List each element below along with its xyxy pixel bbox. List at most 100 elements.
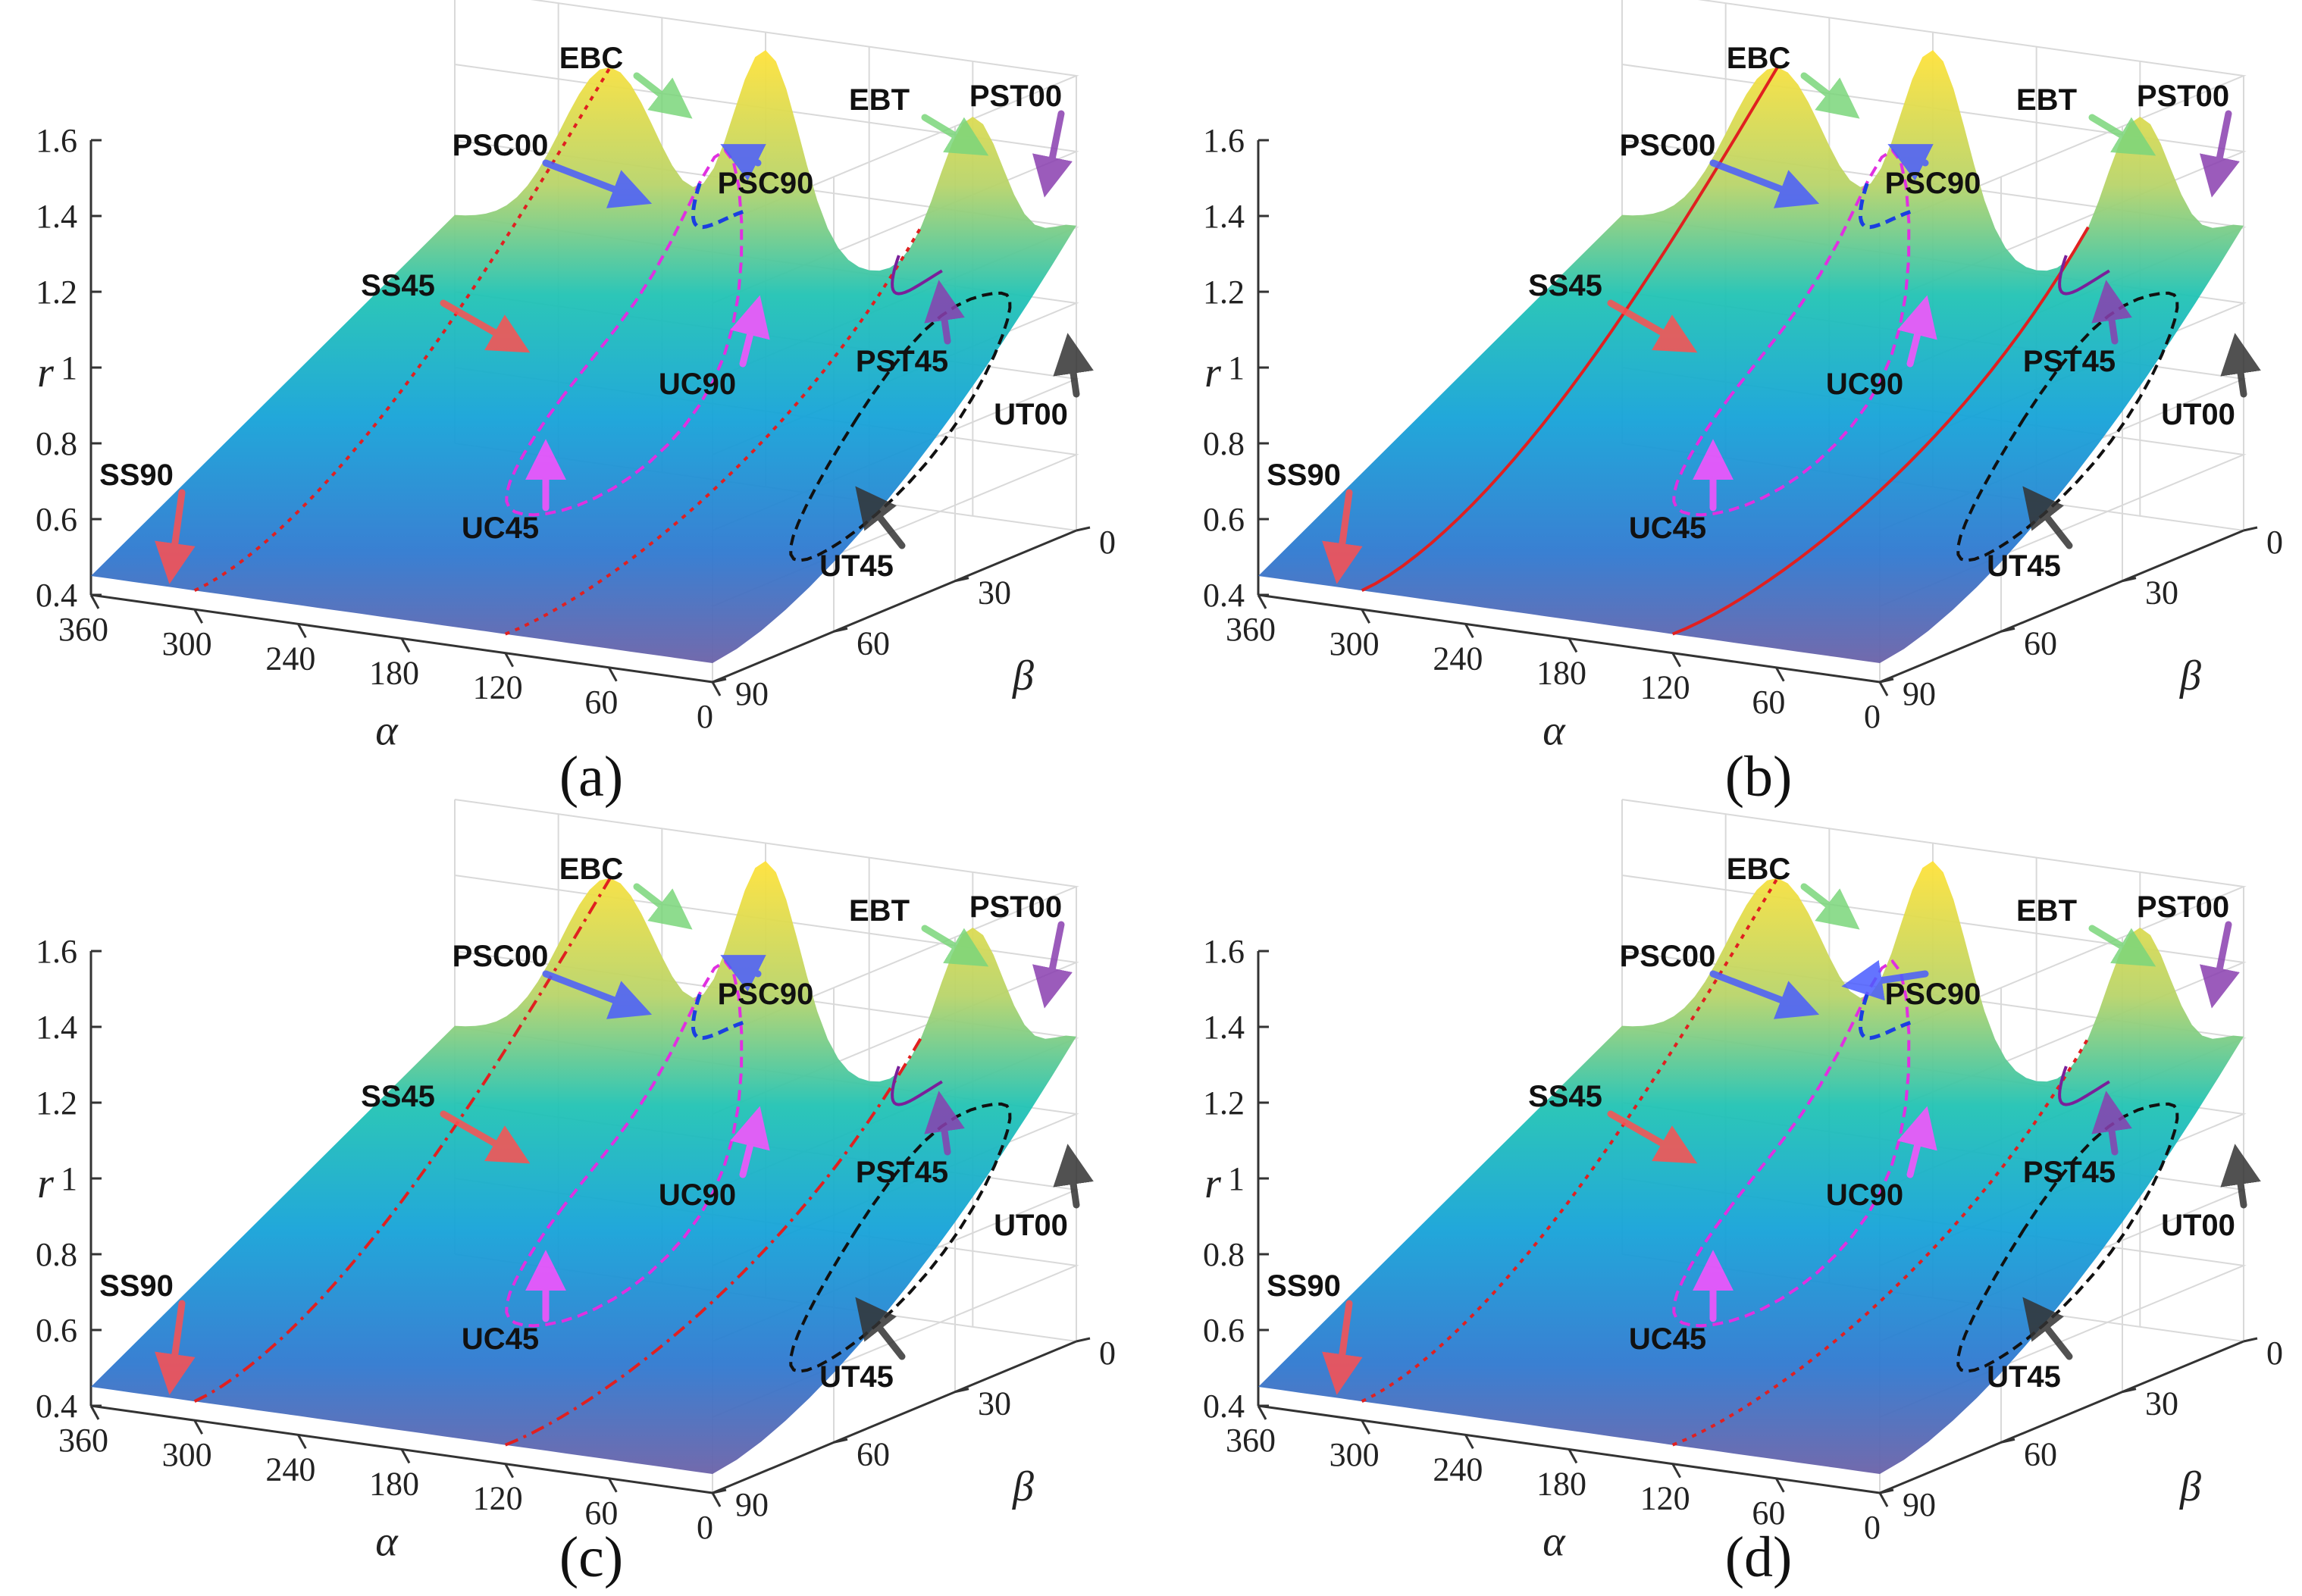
annotation-label: PST45 (2023, 1156, 2116, 1189)
x-tick-mark (608, 1478, 618, 1493)
annotation-arrow (730, 1106, 770, 1178)
y-axis-line (1879, 529, 2244, 684)
x-tick-mark (1464, 1434, 1474, 1450)
y-tick-label: 30 (2145, 1385, 2178, 1422)
annotation-arrow (720, 144, 766, 181)
annotation-arrow (542, 970, 653, 1019)
y-tick-mark (2122, 577, 2137, 583)
y-axis-label: β (2179, 1463, 2201, 1510)
x-tick-label: 300 (162, 1436, 212, 1473)
x-tick-mark (297, 1434, 307, 1450)
annotation-arrow (924, 280, 965, 345)
y-tick-label: 90 (735, 675, 769, 712)
annotation-label: PSC90 (1885, 167, 1981, 200)
annotation-arrow (155, 489, 196, 584)
pst-path (891, 255, 943, 296)
y-tick-label: 60 (857, 624, 890, 662)
annotation-label: UC45 (1629, 1322, 1706, 1356)
ss-path-2 (504, 1037, 922, 1447)
annotation-arrow (1607, 299, 1698, 353)
z-tick-label: 0.8 (1203, 1236, 1245, 1273)
y-tick-mark (1879, 678, 1894, 684)
x-tick-mark (504, 652, 514, 668)
pst-path (2058, 1066, 2110, 1106)
z-tick-label: 1.6 (1203, 933, 1245, 970)
psc-path (691, 183, 744, 230)
y-tick-label: 90 (1903, 1486, 1936, 1523)
psc-path (691, 994, 744, 1041)
annotation-label: PSC00 (453, 129, 549, 162)
x-tick-label: 0 (697, 1509, 713, 1546)
panel-d: 0.4 0.6 0.8 1 1.2 1.4 1.6 r 360 300 240 180 120 60 0 α 0… (1203, 799, 2283, 1566)
ut-path (1956, 291, 2179, 562)
ut-path (1956, 1102, 2179, 1373)
panel-b: 0.4 0.6 0.8 1 1.2 1.4 1.6 r 360 300 240 180 120 60 0 α 0… (1203, 0, 2283, 755)
annotation-arrow (2199, 921, 2240, 1009)
z-axis-label: r (37, 1160, 54, 1207)
x-tick-mark (193, 1419, 203, 1435)
y-tick-label: 60 (2024, 624, 2057, 662)
y-tick-label: 60 (857, 1435, 890, 1472)
x-tick-label: 300 (162, 625, 212, 662)
y-tick-mark (2000, 627, 2015, 633)
x-tick-mark (400, 637, 411, 653)
annotation-arrow (921, 925, 989, 967)
x-tick-mark (608, 667, 618, 682)
annotation-label: UT45 (1987, 549, 2061, 583)
z-tick-label: 1 (1228, 349, 1245, 386)
surface (91, 50, 1076, 664)
x-tick-mark (1464, 623, 1474, 639)
pst-path (891, 1066, 943, 1106)
annotation-arrow (2199, 110, 2240, 198)
z-tick-label: 1.6 (36, 933, 77, 970)
annotation-arrow (542, 159, 653, 208)
annotation-arrow (2220, 333, 2261, 398)
x-tick-label: 60 (584, 1494, 618, 1532)
x-axis-label: α (1542, 1519, 1566, 1566)
x-tick-mark (1361, 1419, 1370, 1435)
annotation-label: UC90 (659, 1178, 736, 1212)
x-tick-label: 180 (369, 655, 419, 692)
annotation-arrow (1709, 970, 1820, 1019)
annotation-arrow (633, 72, 693, 119)
annotation-arrow (1841, 959, 1929, 1001)
annotation-label: PST00 (969, 80, 1062, 113)
y-tick-label: 30 (2145, 574, 2178, 612)
z-tick-label: 1.2 (1203, 1084, 1245, 1122)
annotation-label: EBC (1727, 853, 1790, 886)
x-tick-label: 60 (584, 684, 618, 721)
z-tick-label: 0.4 (36, 577, 77, 614)
annotation-label: UC90 (1826, 368, 1903, 401)
annotation-label: SS90 (99, 458, 174, 492)
annotation-arrow (924, 1091, 965, 1156)
x-axis-label: α (375, 708, 399, 755)
uc-path (1672, 148, 1911, 517)
y-tick-label: 0 (1099, 1335, 1116, 1372)
y-tick-mark (954, 1388, 969, 1394)
y-tick-mark (1076, 1337, 1091, 1343)
annotation-arrow (1053, 1144, 1094, 1209)
annotation-label: UT00 (2161, 398, 2235, 431)
annotation-arrow (633, 883, 693, 930)
x-tick-label: 360 (58, 1422, 108, 1459)
annotation-label: EBT (2016, 83, 2077, 117)
z-tick-label: 1 (61, 349, 77, 386)
annotation-arrow (1897, 295, 1937, 368)
x-tick-mark (89, 1405, 100, 1420)
annotation-label: UC90 (659, 368, 736, 401)
y-axis-line (712, 529, 1077, 684)
x-tick-label: 60 (1752, 1494, 1785, 1532)
annotation-label: UC90 (1826, 1178, 1903, 1212)
y-axis-label: β (2179, 652, 2201, 699)
z-tick-label: 1.6 (36, 122, 77, 159)
psc-path (1858, 994, 1912, 1041)
annotation-arrow (155, 1300, 196, 1395)
ss-path-1 (1361, 66, 1779, 592)
z-tick-label: 0.8 (36, 1236, 77, 1273)
z-axis-label: r (1204, 349, 1221, 396)
y-tick-label: 0 (2266, 524, 2283, 561)
annotation-arrow (855, 486, 906, 549)
y-tick-label: 60 (2024, 1435, 2057, 1472)
y-tick-label: 0 (2266, 1335, 2283, 1372)
